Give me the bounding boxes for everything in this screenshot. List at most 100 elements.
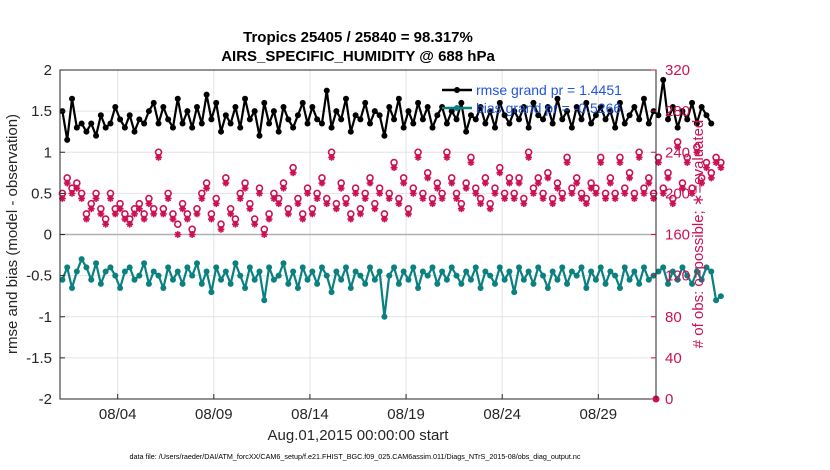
star-stroke — [309, 210, 316, 217]
bias-point — [540, 272, 547, 279]
bias-point — [491, 280, 498, 287]
obs-evaluated-marker — [135, 205, 143, 213]
bias-point — [126, 264, 133, 271]
bias-point — [463, 268, 470, 275]
obs-evaluated-marker — [443, 153, 451, 161]
bias-point — [443, 276, 450, 283]
obs-evaluated-marker — [246, 205, 254, 213]
bias-point — [583, 284, 590, 291]
rmse-point — [636, 116, 643, 123]
rmse-point — [400, 124, 407, 131]
rmse-point — [597, 104, 604, 111]
rmse-point — [415, 99, 422, 106]
star-stroke — [415, 154, 422, 161]
rmse-point — [371, 108, 378, 115]
bias-point — [448, 264, 455, 271]
obs-evaluated-marker — [352, 189, 359, 197]
star-stroke — [299, 216, 306, 223]
rmse-point — [544, 104, 551, 111]
bias-point — [266, 264, 273, 271]
bias-point — [482, 268, 489, 275]
star-stroke — [251, 221, 258, 228]
bias-point — [88, 276, 95, 283]
star-stroke — [655, 159, 662, 166]
star-stroke — [525, 154, 532, 161]
star-stroke — [117, 205, 124, 212]
star-stroke — [198, 195, 205, 202]
rmse-point — [381, 132, 388, 139]
star-stroke — [323, 200, 330, 207]
obs-evaluated-marker — [582, 200, 590, 208]
star-stroke — [439, 195, 446, 202]
star-stroke — [367, 180, 373, 187]
bias-point — [208, 289, 215, 296]
bias-point — [328, 289, 335, 296]
star-stroke — [419, 195, 426, 202]
obs-evaluated-marker — [63, 179, 71, 187]
rmse-point — [189, 124, 196, 131]
obs-evaluated-marker — [116, 205, 124, 213]
star-stroke — [506, 180, 513, 187]
star-stroke — [703, 164, 710, 171]
rmse-point — [487, 108, 494, 115]
star-stroke — [136, 205, 143, 212]
rmse-point — [559, 116, 566, 123]
bias-point — [669, 268, 676, 275]
rmse-point — [299, 99, 306, 106]
x-axis-label: Aug.01,2015 00:00:00 start — [268, 427, 450, 444]
bias-point — [121, 268, 128, 275]
rmse-point — [93, 132, 100, 139]
bias-point — [256, 268, 263, 275]
bias-point — [155, 272, 162, 279]
bias-point — [371, 276, 378, 283]
obs-evaluated-marker — [111, 210, 119, 218]
bias-point — [419, 268, 426, 275]
star-stroke — [443, 154, 450, 161]
rmse-point — [516, 116, 523, 123]
left-tick-label: -1.5 — [26, 350, 52, 367]
rmse-point — [150, 99, 157, 106]
right-tick-label: 240 — [665, 144, 690, 161]
rmse-point — [405, 108, 412, 115]
obs-evaluated-marker — [102, 220, 110, 228]
rmse-point — [482, 120, 489, 127]
obs-evaluated-marker — [525, 153, 533, 161]
rmse-point — [540, 116, 547, 123]
bias-point — [270, 276, 277, 283]
bias-point — [530, 280, 537, 287]
obs-evaluated-marker — [155, 153, 162, 161]
obs-evaluated-marker — [270, 195, 278, 202]
bias-point — [405, 276, 412, 283]
rmse-point — [592, 112, 599, 119]
star-stroke — [636, 154, 643, 161]
bias-point — [246, 264, 253, 271]
obs-evaluated-marker — [107, 195, 114, 202]
obs-evaluated-marker — [198, 195, 206, 202]
star-stroke — [88, 205, 95, 212]
obs-evaluated-marker — [554, 184, 561, 192]
rmse-point — [655, 112, 662, 119]
obs-evaluated-marker — [308, 210, 316, 218]
star-stroke — [232, 221, 239, 228]
obs-evaluated-marker — [174, 231, 182, 238]
bias-point — [693, 268, 700, 275]
obs-evaluated-marker — [674, 143, 682, 151]
bias-point — [352, 268, 359, 275]
bias-point — [674, 276, 681, 283]
obs-evaluated-marker — [640, 189, 648, 197]
obs-evaluated-marker — [496, 169, 504, 177]
obs-evaluated-marker — [241, 184, 249, 192]
rmse-point — [117, 116, 124, 123]
star-stroke — [549, 200, 556, 207]
rmse-point — [362, 99, 369, 106]
obs-evaluated-marker — [486, 205, 494, 213]
bias-point — [342, 264, 349, 271]
obs-evaluated-marker — [361, 195, 369, 202]
rmse-point — [674, 124, 681, 131]
obs-evaluated-marker — [453, 195, 460, 202]
star-stroke — [78, 195, 85, 202]
bias-point — [655, 268, 662, 275]
obs-evaluated-marker — [645, 179, 653, 187]
bias-point — [708, 268, 715, 275]
